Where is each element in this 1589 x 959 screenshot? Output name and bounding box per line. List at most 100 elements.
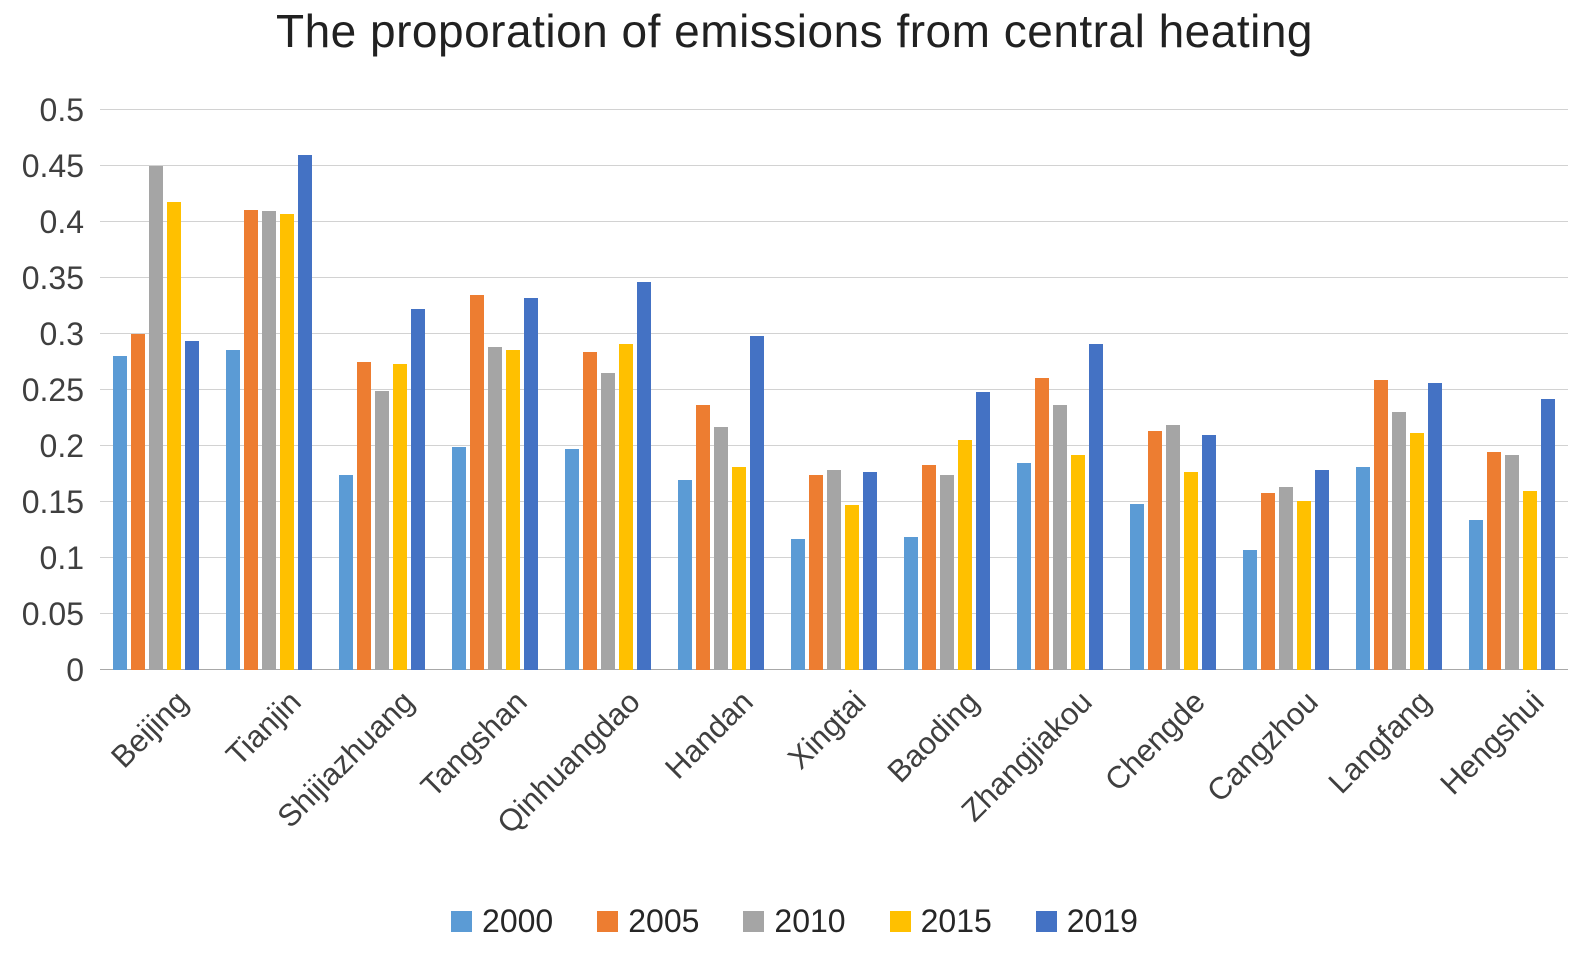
bar-group-langfang	[1342, 110, 1455, 670]
bar-group-baoding	[890, 110, 1003, 670]
bar-xingtai-2005	[808, 475, 823, 670]
bar-zhangjiakou-2005	[1034, 377, 1049, 670]
y-axis: 0.5 0.45 0.4 0.35 0.3 0.25 0.2 0.15 0.1 0.05 0	[0, 92, 84, 688]
bar-tianjin-2005	[244, 209, 259, 670]
plot-area	[100, 109, 1568, 670]
bar-qinhuangdao-2005	[583, 351, 598, 670]
bar-tangshan-2000	[452, 447, 467, 670]
gridline	[100, 277, 1568, 278]
y-tick-label: 0.35	[21, 260, 84, 296]
bar-group-hengshui	[1455, 110, 1568, 670]
bar-zhangjiakou-2010	[1052, 404, 1067, 670]
bar-group-chengde	[1116, 110, 1229, 670]
legend-item-2019: 2019	[1035, 903, 1138, 940]
legend-label: 2000	[482, 903, 554, 939]
bar-tianjin-2015	[280, 214, 295, 670]
bar-qinhuangdao-2015	[619, 344, 634, 670]
bar-group-tangshan	[439, 110, 552, 670]
bar-tangshan-2015	[506, 349, 521, 670]
legend-swatch-2015	[889, 911, 911, 932]
legend-swatch-2010	[743, 911, 765, 932]
bar-cangzhou-2015	[1296, 500, 1311, 670]
bar-chengde-2019	[1201, 434, 1216, 670]
bar-handan-2000	[678, 479, 693, 670]
gridline	[100, 165, 1568, 166]
bar-hengshui-2015	[1522, 490, 1537, 670]
legend-item-2010: 2010	[743, 903, 846, 940]
gridline	[100, 389, 1568, 390]
bar-group-cangzhou	[1229, 110, 1342, 670]
gridline	[100, 109, 1568, 110]
y-tick-label: 0	[66, 652, 84, 688]
y-tick-label: 0.4	[39, 204, 84, 240]
bar-beijing-2015	[167, 201, 182, 670]
bar-group-zhangjiakou	[1003, 110, 1116, 670]
bar-baoding-2010	[939, 475, 954, 670]
legend-label: 2010	[774, 903, 846, 939]
bar-hengshui-2005	[1486, 451, 1501, 670]
bar-handan-2019	[750, 336, 765, 670]
bar-chengde-2000	[1129, 504, 1144, 670]
bar-tangshan-2005	[470, 294, 485, 670]
bar-shijiazhuang-2019	[411, 309, 426, 670]
bar-group-handan	[665, 110, 778, 670]
bar-beijing-2000	[113, 356, 128, 670]
bar-group-qinhuangdao	[552, 110, 665, 670]
bar-qinhuangdao-2000	[565, 449, 580, 670]
y-tick-label: 0.3	[39, 316, 84, 352]
bar-cangzhou-2019	[1314, 469, 1329, 670]
y-tick-label: 0.15	[21, 484, 84, 520]
bar-tangshan-2019	[524, 298, 539, 670]
bar-shijiazhuang-2000	[339, 475, 354, 670]
bar-langfang-2010	[1391, 412, 1406, 670]
bar-zhangjiakou-2000	[1016, 462, 1031, 670]
bar-baoding-2015	[957, 440, 972, 670]
y-tick-label: 0.2	[39, 428, 84, 464]
bar-zhangjiakou-2015	[1070, 454, 1085, 670]
legend-swatch-2000	[451, 911, 473, 932]
bar-handan-2015	[732, 467, 747, 670]
bars-layer	[100, 110, 1568, 670]
chart-title: The proporation of emissions from centra…	[275, 5, 1314, 57]
legend-swatch-2005	[597, 911, 619, 932]
bar-xingtai-2015	[844, 505, 859, 670]
legend-item-2000: 2000	[451, 903, 553, 940]
bar-hengshui-2000	[1468, 519, 1483, 670]
bar-shijiazhuang-2015	[393, 364, 408, 670]
bar-tangshan-2010	[488, 347, 503, 670]
bar-langfang-2019	[1427, 383, 1442, 670]
gridline	[100, 445, 1568, 446]
gridline	[100, 221, 1568, 222]
bar-xingtai-2000	[790, 538, 805, 670]
bar-cangzhou-2010	[1278, 487, 1293, 670]
legend-swatch-2019	[1035, 911, 1057, 932]
y-tick-label: 0.5	[39, 92, 84, 128]
legend: 2000 2005 2010 2015 2019	[0, 903, 1589, 940]
y-tick-label: 0.1	[39, 540, 84, 576]
bar-group-shijiazhuang	[326, 110, 439, 670]
y-tick-label: 0.45	[21, 148, 84, 184]
bar-qinhuangdao-2010	[601, 373, 616, 670]
bar-cangzhou-2000	[1242, 550, 1257, 670]
bar-hengshui-2019	[1540, 398, 1555, 670]
bar-xingtai-2010	[826, 469, 841, 670]
bar-baoding-2005	[921, 465, 936, 670]
legend-label: 2005	[628, 903, 700, 939]
y-tick-label: 0.25	[21, 372, 84, 408]
bar-zhangjiakou-2019	[1088, 344, 1103, 670]
bar-beijing-2019	[185, 340, 200, 670]
bar-chengde-2005	[1147, 431, 1162, 670]
bar-chengde-2010	[1165, 424, 1180, 670]
gridline	[100, 333, 1568, 334]
bar-xingtai-2019	[862, 471, 877, 670]
bar-shijiazhuang-2010	[375, 391, 390, 670]
bar-qinhuangdao-2019	[637, 282, 652, 670]
bar-group-tianjin	[213, 110, 326, 670]
legend-label: 2015	[920, 903, 992, 939]
bar-baoding-2019	[975, 392, 990, 670]
bar-beijing-2010	[149, 166, 164, 670]
y-tick-label: 0.05	[21, 596, 84, 632]
bar-langfang-2015	[1409, 432, 1424, 670]
bar-beijing-2005	[131, 334, 146, 670]
